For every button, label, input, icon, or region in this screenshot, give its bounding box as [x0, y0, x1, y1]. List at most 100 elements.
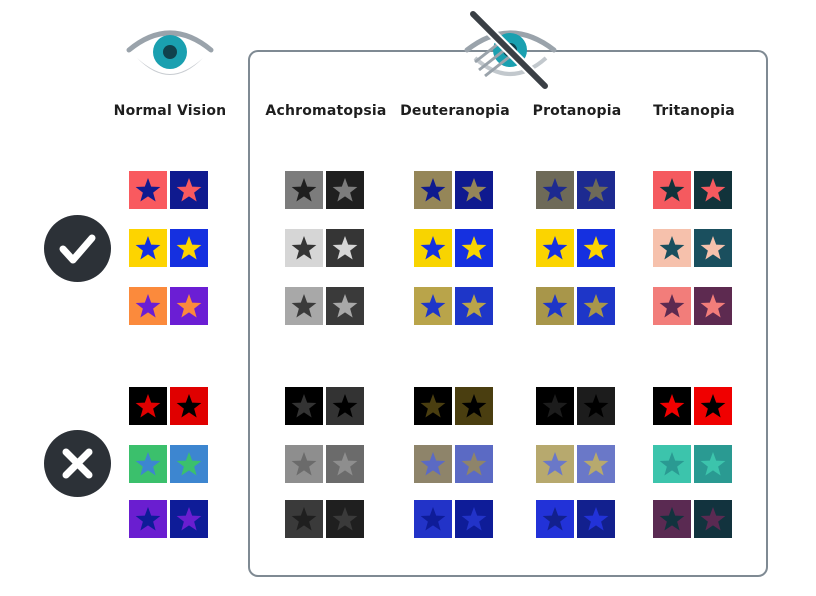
swatch-bad-protanopia-row1-2	[577, 387, 615, 425]
swatch-bad-achromatopsia-row1-1	[285, 387, 323, 425]
swatch-good-protanopia-row3-2	[577, 287, 615, 325]
swatch-bad-protanopia-row1-1	[536, 387, 574, 425]
star-icon	[659, 294, 685, 318]
column-label-tritanopia: Tritanopia	[653, 103, 735, 119]
swatch-good-achromatopsia-row1-2	[326, 171, 364, 209]
star-icon	[700, 394, 726, 418]
swatch-bad-tritanopia-row2-2	[694, 445, 732, 483]
star-icon	[700, 294, 726, 318]
star-icon	[291, 507, 317, 531]
star-icon	[583, 507, 609, 531]
star-icon	[420, 178, 446, 202]
eye-slash-icon	[463, 9, 558, 95]
swatch-good-achromatopsia-row1-1	[285, 171, 323, 209]
star-icon	[542, 452, 568, 476]
star-icon	[332, 294, 358, 318]
star-icon	[332, 236, 358, 260]
column-label-achromatopsia: Achromatopsia	[265, 103, 387, 119]
swatch-good-normal-row3-1	[129, 287, 167, 325]
star-icon	[332, 178, 358, 202]
star-icon	[176, 394, 202, 418]
swatch-good-deuteranopia-row3-1	[414, 287, 452, 325]
star-icon	[135, 452, 161, 476]
swatch-good-deuteranopia-row2-1	[414, 229, 452, 267]
swatch-bad-protanopia-row2-1	[536, 445, 574, 483]
star-icon	[461, 236, 487, 260]
swatch-good-tritanopia-row2-2	[694, 229, 732, 267]
swatch-good-achromatopsia-row3-1	[285, 287, 323, 325]
star-icon	[420, 507, 446, 531]
star-icon	[583, 294, 609, 318]
swatch-good-achromatopsia-row2-1	[285, 229, 323, 267]
column-label-deuteranopia: Deuteranopia	[400, 103, 510, 119]
eye-icon	[125, 22, 215, 82]
swatch-bad-achromatopsia-row1-2	[326, 387, 364, 425]
swatch-bad-achromatopsia-row3-1	[285, 500, 323, 538]
star-icon	[700, 236, 726, 260]
swatch-good-achromatopsia-row3-2	[326, 287, 364, 325]
swatch-bad-normal-row3-2	[170, 500, 208, 538]
star-icon	[659, 507, 685, 531]
star-icon	[420, 236, 446, 260]
star-icon	[176, 178, 202, 202]
swatch-bad-tritanopia-row3-1	[653, 500, 691, 538]
swatch-bad-protanopia-row3-2	[577, 500, 615, 538]
x-mark-icon	[44, 430, 111, 497]
star-icon	[135, 394, 161, 418]
star-icon	[542, 294, 568, 318]
swatch-good-deuteranopia-row3-2	[455, 287, 493, 325]
swatch-bad-tritanopia-row1-2	[694, 387, 732, 425]
swatch-good-tritanopia-row3-2	[694, 287, 732, 325]
swatch-good-achromatopsia-row2-2	[326, 229, 364, 267]
column-label-protanopia: Protanopia	[532, 103, 622, 119]
star-icon	[583, 236, 609, 260]
star-icon	[659, 178, 685, 202]
swatch-good-tritanopia-row1-2	[694, 171, 732, 209]
star-icon	[461, 178, 487, 202]
swatch-good-deuteranopia-row1-2	[455, 171, 493, 209]
swatch-bad-deuteranopia-row2-1	[414, 445, 452, 483]
swatch-bad-normal-row2-1	[129, 445, 167, 483]
star-icon	[461, 452, 487, 476]
swatch-good-protanopia-row2-1	[536, 229, 574, 267]
swatch-good-deuteranopia-row2-2	[455, 229, 493, 267]
swatch-bad-deuteranopia-row3-2	[455, 500, 493, 538]
star-icon	[420, 394, 446, 418]
swatch-good-protanopia-row1-1	[536, 171, 574, 209]
star-icon	[583, 178, 609, 202]
star-icon	[542, 236, 568, 260]
star-icon	[332, 507, 358, 531]
star-icon	[461, 394, 487, 418]
star-icon	[176, 507, 202, 531]
star-icon	[583, 452, 609, 476]
star-icon	[135, 507, 161, 531]
swatch-good-deuteranopia-row1-1	[414, 171, 452, 209]
swatch-good-tritanopia-row1-1	[653, 171, 691, 209]
swatch-good-protanopia-row2-2	[577, 229, 615, 267]
swatch-bad-achromatopsia-row2-1	[285, 445, 323, 483]
star-icon	[700, 452, 726, 476]
star-icon	[291, 394, 317, 418]
swatch-good-normal-row2-2	[170, 229, 208, 267]
swatch-bad-tritanopia-row2-1	[653, 445, 691, 483]
swatch-good-normal-row3-2	[170, 287, 208, 325]
star-icon	[176, 236, 202, 260]
swatch-bad-protanopia-row2-2	[577, 445, 615, 483]
swatch-good-tritanopia-row3-1	[653, 287, 691, 325]
swatch-bad-deuteranopia-row1-2	[455, 387, 493, 425]
star-icon	[135, 294, 161, 318]
swatch-bad-normal-row1-2	[170, 387, 208, 425]
column-label-normal-vision: Normal Vision	[113, 103, 227, 119]
star-icon	[420, 452, 446, 476]
star-icon	[420, 294, 446, 318]
star-icon	[461, 294, 487, 318]
swatch-bad-deuteranopia-row1-1	[414, 387, 452, 425]
star-icon	[135, 236, 161, 260]
swatch-bad-deuteranopia-row2-2	[455, 445, 493, 483]
checkmark-icon	[44, 215, 111, 282]
star-icon	[583, 394, 609, 418]
swatch-bad-tritanopia-row3-2	[694, 500, 732, 538]
star-icon	[659, 236, 685, 260]
star-icon	[291, 178, 317, 202]
star-icon	[700, 507, 726, 531]
